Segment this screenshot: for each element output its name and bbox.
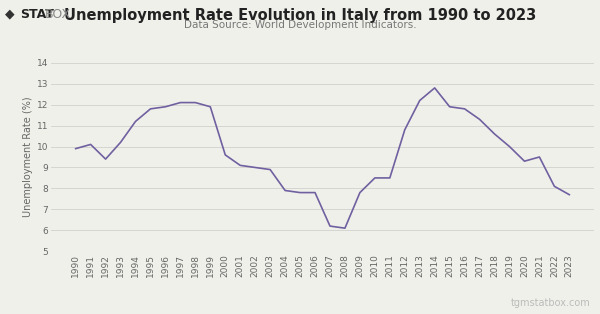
Text: tgmstatbox.com: tgmstatbox.com [511,298,591,308]
Text: STAT: STAT [20,8,53,21]
Text: Data Source: World Development Indicators.: Data Source: World Development Indicator… [184,20,416,30]
Text: BOX: BOX [45,8,71,21]
Text: Unemployment Rate Evolution in Italy from 1990 to 2023: Unemployment Rate Evolution in Italy fro… [64,8,536,23]
Y-axis label: Unemployment Rate (%): Unemployment Rate (%) [23,97,32,217]
Text: ◆: ◆ [5,8,14,21]
